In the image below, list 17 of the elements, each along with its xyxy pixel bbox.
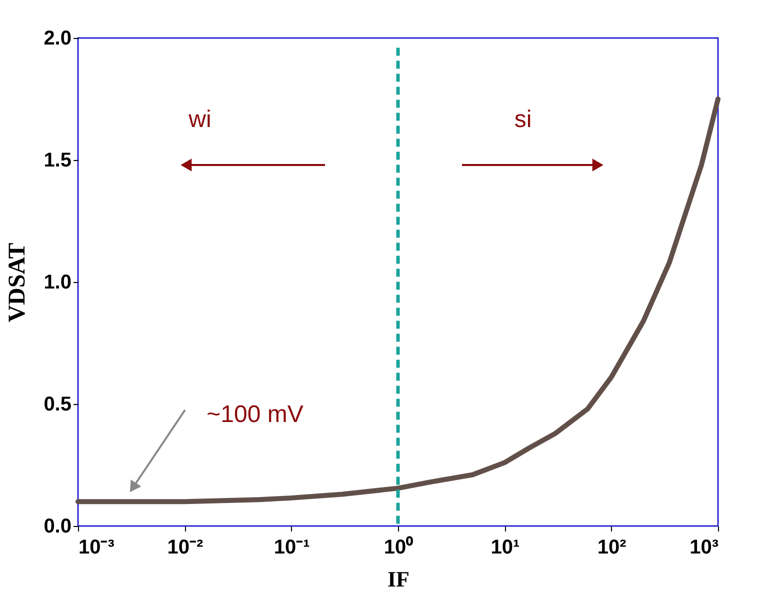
x-tick-label: 10² — [597, 536, 627, 558]
y-tick-label: 1.5 — [44, 150, 72, 172]
x-tick-label: 10⁻³ — [78, 536, 115, 558]
x-tick-label: 10³ — [690, 536, 719, 558]
y-tick-label: 2.0 — [44, 28, 72, 50]
y-axis-title: VDSAT — [4, 242, 31, 322]
y-tick-label: 0.0 — [44, 516, 72, 538]
y-tick-label: 1.0 — [44, 272, 72, 294]
x-tick-label: 10¹ — [490, 536, 520, 558]
annotation: si — [514, 106, 532, 133]
annotation: ~100 mV — [206, 401, 304, 428]
annotation: wi — [188, 106, 212, 133]
x-tick-label: 10⁻² — [167, 536, 204, 558]
x-tick-label: 10⁰ — [384, 536, 414, 558]
x-tick-label: 10⁻¹ — [274, 536, 310, 558]
y-tick-label: 0.5 — [44, 394, 72, 416]
x-axis-title: IF — [388, 566, 410, 592]
